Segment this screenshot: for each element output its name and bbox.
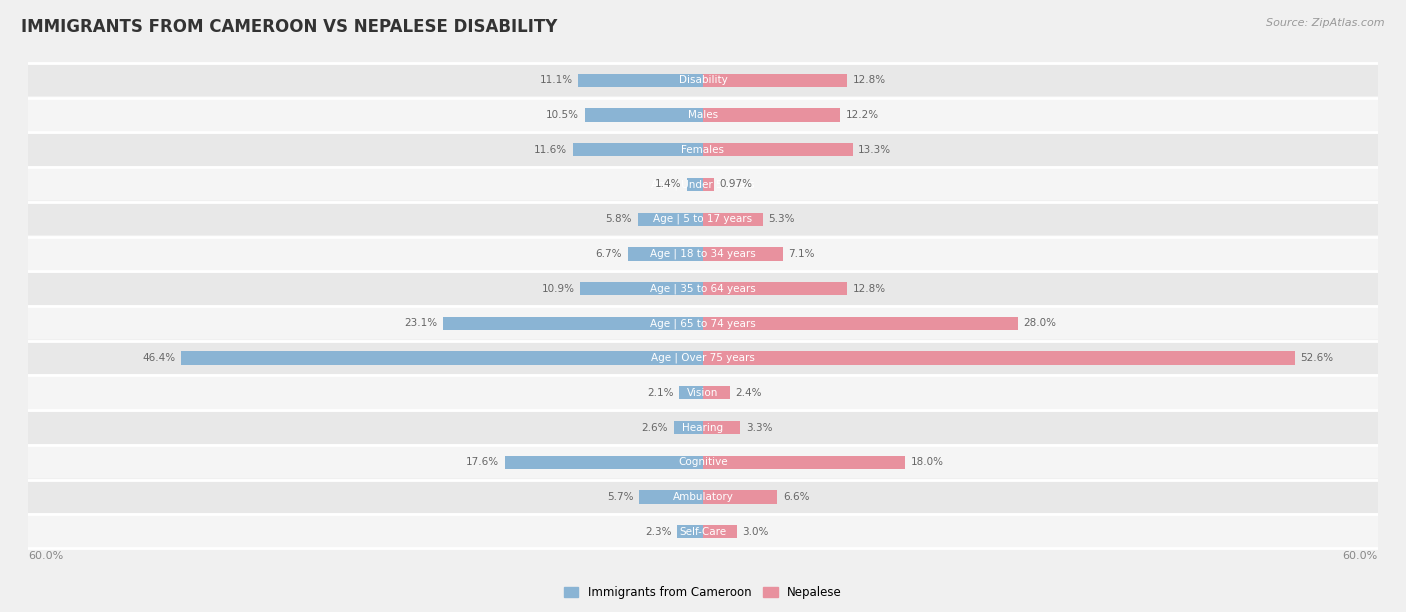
Text: 60.0%: 60.0% — [1343, 551, 1378, 561]
Bar — [28, 377, 1378, 409]
Text: Males: Males — [688, 110, 718, 120]
Text: 12.8%: 12.8% — [852, 75, 886, 85]
Bar — [28, 168, 1378, 201]
Bar — [703, 282, 846, 295]
Bar — [703, 421, 740, 434]
Text: 3.3%: 3.3% — [745, 422, 772, 433]
Text: 5.3%: 5.3% — [768, 214, 794, 224]
Text: 28.0%: 28.0% — [1024, 318, 1056, 329]
Text: Cognitive: Cognitive — [678, 457, 728, 467]
Text: 3.0%: 3.0% — [742, 527, 769, 537]
Bar — [703, 386, 730, 400]
Bar — [443, 317, 703, 330]
Text: Vision: Vision — [688, 388, 718, 398]
Text: 52.6%: 52.6% — [1301, 353, 1333, 363]
Text: 7.1%: 7.1% — [789, 249, 815, 259]
Text: 12.8%: 12.8% — [852, 283, 886, 294]
Text: 6.7%: 6.7% — [596, 249, 621, 259]
Bar — [28, 481, 1378, 513]
Bar — [28, 446, 1378, 478]
Text: 11.6%: 11.6% — [534, 145, 567, 155]
Text: Age | 35 to 64 years: Age | 35 to 64 years — [650, 283, 756, 294]
Bar — [703, 490, 778, 504]
Text: 12.2%: 12.2% — [846, 110, 879, 120]
Text: 0.97%: 0.97% — [720, 179, 752, 190]
Bar — [703, 178, 714, 191]
Text: Self-Care: Self-Care — [679, 527, 727, 537]
Text: 18.0%: 18.0% — [911, 457, 943, 467]
Text: 17.6%: 17.6% — [467, 457, 499, 467]
Text: 2.6%: 2.6% — [641, 422, 668, 433]
Bar — [679, 386, 703, 400]
Bar — [703, 456, 905, 469]
Legend: Immigrants from Cameroon, Nepalese: Immigrants from Cameroon, Nepalese — [560, 581, 846, 603]
Text: Age | Under 5 years: Age | Under 5 years — [651, 179, 755, 190]
Bar — [28, 273, 1378, 305]
Text: 10.5%: 10.5% — [547, 110, 579, 120]
Bar — [627, 247, 703, 261]
Bar — [703, 525, 737, 539]
Text: Disability: Disability — [679, 75, 727, 85]
Text: Hearing: Hearing — [682, 422, 724, 433]
Text: Source: ZipAtlas.com: Source: ZipAtlas.com — [1267, 18, 1385, 28]
Bar — [28, 64, 1378, 96]
Bar — [505, 456, 703, 469]
Bar — [572, 143, 703, 156]
Bar — [28, 99, 1378, 131]
Text: 23.1%: 23.1% — [405, 318, 437, 329]
Text: 2.1%: 2.1% — [647, 388, 673, 398]
Bar — [28, 516, 1378, 548]
Bar — [181, 351, 703, 365]
Text: 1.4%: 1.4% — [655, 179, 682, 190]
Bar — [28, 203, 1378, 235]
Bar — [703, 351, 1295, 365]
Text: 2.3%: 2.3% — [645, 527, 672, 537]
Bar — [678, 525, 703, 539]
Text: Age | 65 to 74 years: Age | 65 to 74 years — [650, 318, 756, 329]
Text: 6.6%: 6.6% — [783, 492, 810, 502]
Text: 46.4%: 46.4% — [142, 353, 176, 363]
Text: 11.1%: 11.1% — [540, 75, 572, 85]
Bar — [703, 108, 841, 122]
Bar — [638, 212, 703, 226]
Bar — [581, 282, 703, 295]
Text: 2.4%: 2.4% — [735, 388, 762, 398]
Bar — [703, 73, 846, 87]
Bar — [28, 342, 1378, 374]
Bar — [585, 108, 703, 122]
Text: IMMIGRANTS FROM CAMEROON VS NEPALESE DISABILITY: IMMIGRANTS FROM CAMEROON VS NEPALESE DIS… — [21, 18, 557, 36]
Bar — [28, 307, 1378, 339]
Text: 60.0%: 60.0% — [28, 551, 63, 561]
Text: 5.7%: 5.7% — [607, 492, 633, 502]
Bar — [703, 212, 762, 226]
Text: 10.9%: 10.9% — [541, 283, 575, 294]
Text: 5.8%: 5.8% — [606, 214, 633, 224]
Bar — [28, 134, 1378, 166]
Text: Ambulatory: Ambulatory — [672, 492, 734, 502]
Bar — [673, 421, 703, 434]
Text: 13.3%: 13.3% — [858, 145, 891, 155]
Text: Age | 5 to 17 years: Age | 5 to 17 years — [654, 214, 752, 225]
Bar — [703, 247, 783, 261]
Text: Age | 18 to 34 years: Age | 18 to 34 years — [650, 248, 756, 259]
Text: Females: Females — [682, 145, 724, 155]
Bar — [703, 317, 1018, 330]
Bar — [638, 490, 703, 504]
Bar — [28, 411, 1378, 444]
Bar — [688, 178, 703, 191]
Bar — [578, 73, 703, 87]
Text: Age | Over 75 years: Age | Over 75 years — [651, 353, 755, 364]
Bar — [28, 238, 1378, 270]
Bar — [703, 143, 852, 156]
